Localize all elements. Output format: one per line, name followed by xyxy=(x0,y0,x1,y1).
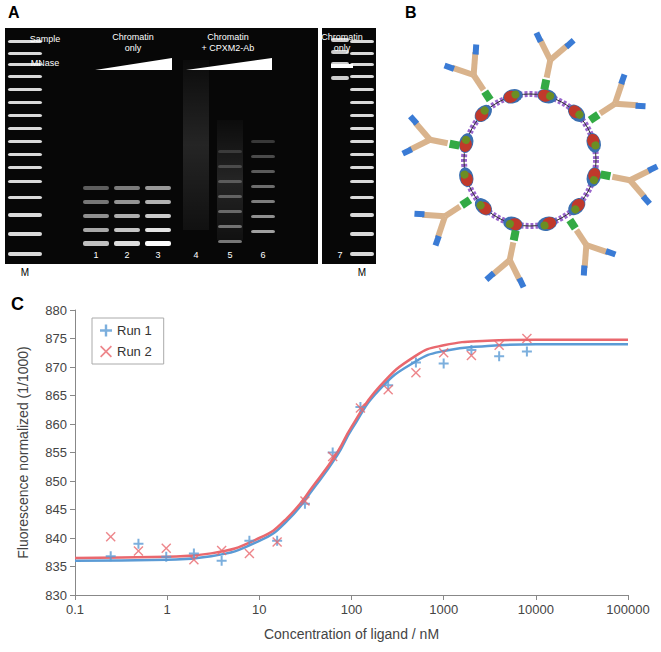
svg-text:+ CPXM2-Ab: + CPXM2-Ab xyxy=(202,43,255,53)
svg-text:840: 840 xyxy=(45,531,67,546)
svg-text:865: 865 xyxy=(45,388,67,403)
svg-text:Fluorescence normalized (1/100: Fluorescence normalized (1/1000) xyxy=(15,346,31,558)
svg-text:100: 100 xyxy=(341,602,363,617)
svg-text:875: 875 xyxy=(45,331,67,346)
svg-text:only: only xyxy=(125,43,142,53)
svg-text:3: 3 xyxy=(155,250,160,260)
svg-text:only: only xyxy=(334,43,351,53)
svg-text:6: 6 xyxy=(260,250,265,260)
svg-text:1000: 1000 xyxy=(429,602,458,617)
svg-text:Run 1: Run 1 xyxy=(117,323,152,338)
svg-text:1: 1 xyxy=(164,602,171,617)
svg-text:850: 850 xyxy=(45,474,67,489)
svg-text:5: 5 xyxy=(227,250,232,260)
svg-text:C: C xyxy=(11,294,24,314)
svg-text:2: 2 xyxy=(124,250,129,260)
svg-text:10000: 10000 xyxy=(518,602,554,617)
svg-text:860: 860 xyxy=(45,417,67,432)
svg-text:A: A xyxy=(8,4,20,21)
svg-text:Concentration of ligand / nM: Concentration of ligand / nM xyxy=(264,626,439,642)
svg-text:Chromatin: Chromatin xyxy=(321,32,363,42)
svg-text:855: 855 xyxy=(45,445,67,460)
svg-text:830: 830 xyxy=(45,588,67,603)
svg-text:0.1: 0.1 xyxy=(66,602,84,617)
svg-text:M: M xyxy=(358,267,366,278)
svg-text:B: B xyxy=(405,4,417,21)
svg-text:4: 4 xyxy=(193,250,198,260)
svg-text:M: M xyxy=(21,267,29,278)
svg-text:Chromatin: Chromatin xyxy=(112,32,154,42)
svg-text:845: 845 xyxy=(45,502,67,517)
svg-text:1: 1 xyxy=(93,250,98,260)
svg-text:100000: 100000 xyxy=(606,602,649,617)
svg-text:Run 2: Run 2 xyxy=(117,344,152,359)
svg-text:Chromatin: Chromatin xyxy=(207,32,249,42)
svg-text:10: 10 xyxy=(252,602,266,617)
svg-text:870: 870 xyxy=(45,360,67,375)
svg-text:7: 7 xyxy=(337,250,342,260)
svg-text:Sample: Sample xyxy=(30,34,61,44)
svg-text:835: 835 xyxy=(45,559,67,574)
svg-text:880: 880 xyxy=(45,303,67,318)
svg-text:MNase: MNase xyxy=(31,58,60,68)
